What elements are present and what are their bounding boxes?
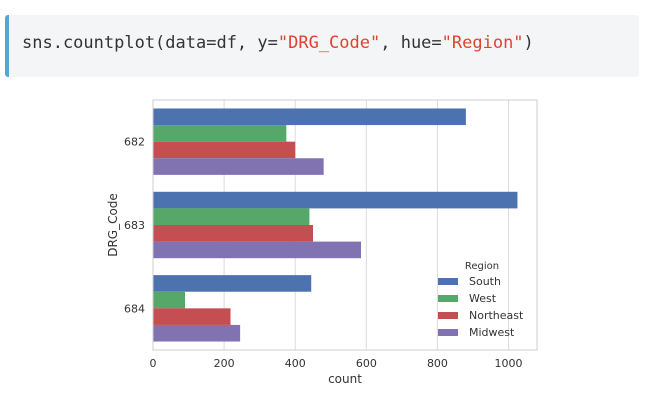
plot-frame [152, 99, 538, 351]
x-tick-label: 200 [214, 357, 235, 370]
bar-northeast-682 [153, 141, 296, 159]
x-tick-labels: 0 200 400 600 800 1000 [150, 357, 523, 370]
y-tick-label: 682 [124, 136, 145, 149]
bar-west-683 [153, 208, 310, 225]
code-hue-argument: "Region" [441, 33, 524, 53]
code-cell[interactable]: sns.countplot(data=df, y="DRG_Code", hue… [5, 15, 639, 77]
bar-northeast-684 [153, 308, 231, 325]
bar-west-684 [153, 291, 185, 309]
x-tick-label: 600 [356, 357, 377, 370]
bar-south-684 [153, 275, 312, 292]
code-prefix: sns.countplot(data=df, y= [22, 33, 278, 53]
bar-midwest-682 [153, 158, 324, 175]
legend: Region South West Northeast Midwest [438, 261, 524, 339]
bars-group [153, 108, 518, 342]
legend-label-south: South [469, 275, 501, 288]
y-tick-label: 684 [124, 302, 145, 315]
bar-west-682 [153, 125, 287, 142]
legend-swatch-midwest [438, 329, 458, 336]
y-tick-label: 683 [124, 219, 145, 232]
x-tick-label: 400 [285, 357, 306, 370]
code-line: sns.countplot(data=df, y="DRG_Code", hue… [22, 33, 534, 53]
x-tick-label: 800 [427, 357, 448, 370]
bar-midwest-683 [153, 241, 361, 259]
legend-swatch-west [438, 295, 458, 302]
x-tick-label: 1000 [495, 357, 523, 370]
legend-title: Region [465, 261, 499, 272]
code-y-argument: "DRG_Code" [277, 33, 381, 53]
legend-swatch-south [438, 278, 458, 285]
legend-swatch-northeast [438, 312, 458, 319]
y-axis-label: DRG_Code [106, 193, 120, 257]
bar-midwest-684 [153, 324, 241, 342]
code-suffix: ) [523, 33, 534, 53]
bar-south-683 [153, 191, 518, 209]
code-middle: , hue= [380, 33, 442, 53]
x-axis-label: count [328, 372, 362, 386]
x-tick-label: 0 [150, 357, 157, 370]
bar-northeast-683 [153, 225, 313, 242]
legend-label-west: West [469, 292, 497, 305]
y-tick-labels: 682 683 684 [124, 136, 145, 316]
legend-label-midwest: Midwest [469, 326, 515, 339]
legend-label-northeast: Northeast [469, 309, 524, 322]
bar-south-682 [153, 108, 466, 126]
